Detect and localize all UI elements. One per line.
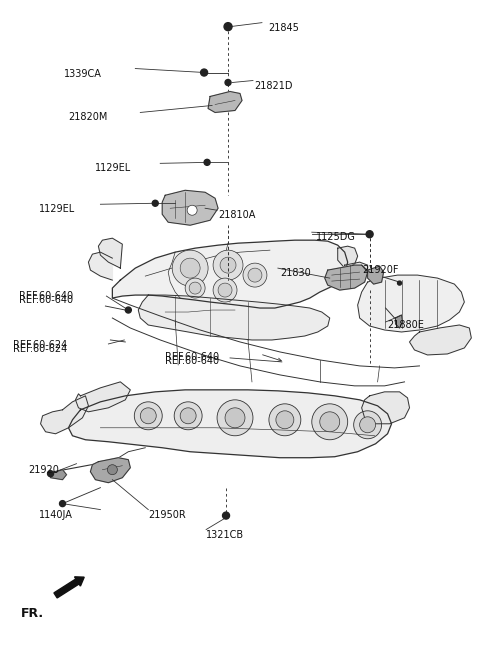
Polygon shape bbox=[50, 470, 67, 480]
Text: 21810A: 21810A bbox=[218, 210, 255, 220]
Text: 1339CA: 1339CA bbox=[63, 69, 101, 78]
Circle shape bbox=[320, 412, 340, 432]
Circle shape bbox=[213, 278, 237, 302]
Polygon shape bbox=[162, 191, 218, 226]
Text: 21950R: 21950R bbox=[148, 509, 186, 520]
Circle shape bbox=[366, 231, 373, 238]
Circle shape bbox=[276, 411, 294, 429]
Text: 21821D: 21821D bbox=[254, 80, 292, 91]
Polygon shape bbox=[345, 262, 368, 280]
Polygon shape bbox=[138, 295, 330, 340]
Circle shape bbox=[213, 250, 243, 280]
Text: 1125DG: 1125DG bbox=[316, 232, 356, 242]
Circle shape bbox=[187, 205, 197, 215]
Circle shape bbox=[223, 512, 229, 519]
Circle shape bbox=[174, 402, 202, 430]
Polygon shape bbox=[361, 392, 409, 424]
Circle shape bbox=[218, 283, 232, 297]
Polygon shape bbox=[88, 252, 112, 280]
Polygon shape bbox=[325, 265, 368, 290]
Text: 1140JA: 1140JA bbox=[38, 509, 72, 520]
Polygon shape bbox=[208, 91, 242, 113]
Circle shape bbox=[134, 402, 162, 430]
Circle shape bbox=[108, 465, 117, 475]
Circle shape bbox=[125, 307, 132, 313]
Circle shape bbox=[243, 263, 267, 287]
Text: 1129EL: 1129EL bbox=[96, 163, 132, 174]
Text: REF.60-624: REF.60-624 bbox=[12, 340, 67, 350]
Text: 21820M: 21820M bbox=[69, 113, 108, 122]
Circle shape bbox=[220, 257, 236, 273]
Text: REF.60-640: REF.60-640 bbox=[165, 352, 219, 362]
Circle shape bbox=[354, 411, 382, 439]
Polygon shape bbox=[112, 240, 348, 308]
Circle shape bbox=[189, 282, 201, 294]
Text: 21830: 21830 bbox=[280, 268, 311, 278]
Text: 1129EL: 1129EL bbox=[38, 204, 75, 214]
Circle shape bbox=[225, 408, 245, 428]
Text: 1321CB: 1321CB bbox=[206, 529, 244, 540]
Polygon shape bbox=[396, 315, 403, 328]
Circle shape bbox=[60, 501, 65, 507]
Circle shape bbox=[269, 404, 301, 435]
Text: 21920: 21920 bbox=[29, 465, 60, 475]
Circle shape bbox=[180, 258, 200, 278]
Text: REF.60-624: REF.60-624 bbox=[12, 344, 67, 354]
Text: 21880E: 21880E bbox=[387, 320, 424, 330]
Circle shape bbox=[312, 404, 348, 440]
Circle shape bbox=[180, 408, 196, 424]
Text: REF.60-640: REF.60-640 bbox=[165, 356, 219, 366]
Text: REF.60-640: REF.60-640 bbox=[19, 295, 73, 305]
Polygon shape bbox=[358, 275, 464, 332]
Polygon shape bbox=[409, 325, 471, 355]
Polygon shape bbox=[75, 382, 130, 412]
FancyArrow shape bbox=[54, 577, 84, 598]
Circle shape bbox=[185, 278, 205, 298]
Polygon shape bbox=[41, 396, 88, 434]
Circle shape bbox=[140, 408, 156, 424]
Circle shape bbox=[217, 400, 253, 435]
Circle shape bbox=[397, 281, 402, 285]
Circle shape bbox=[225, 80, 231, 86]
Circle shape bbox=[172, 250, 208, 286]
Text: FR.: FR. bbox=[21, 607, 44, 620]
Circle shape bbox=[48, 470, 54, 477]
Circle shape bbox=[248, 268, 262, 282]
Circle shape bbox=[201, 69, 207, 76]
Circle shape bbox=[152, 200, 158, 206]
Circle shape bbox=[204, 159, 210, 165]
Polygon shape bbox=[69, 390, 392, 457]
Polygon shape bbox=[90, 457, 130, 483]
Text: 21920F: 21920F bbox=[363, 265, 399, 275]
Polygon shape bbox=[98, 238, 122, 268]
Circle shape bbox=[224, 23, 232, 30]
Text: 21845: 21845 bbox=[268, 23, 299, 32]
Polygon shape bbox=[338, 246, 358, 268]
Polygon shape bbox=[368, 266, 384, 284]
Circle shape bbox=[360, 417, 376, 433]
Text: REF.60-640: REF.60-640 bbox=[19, 291, 73, 301]
